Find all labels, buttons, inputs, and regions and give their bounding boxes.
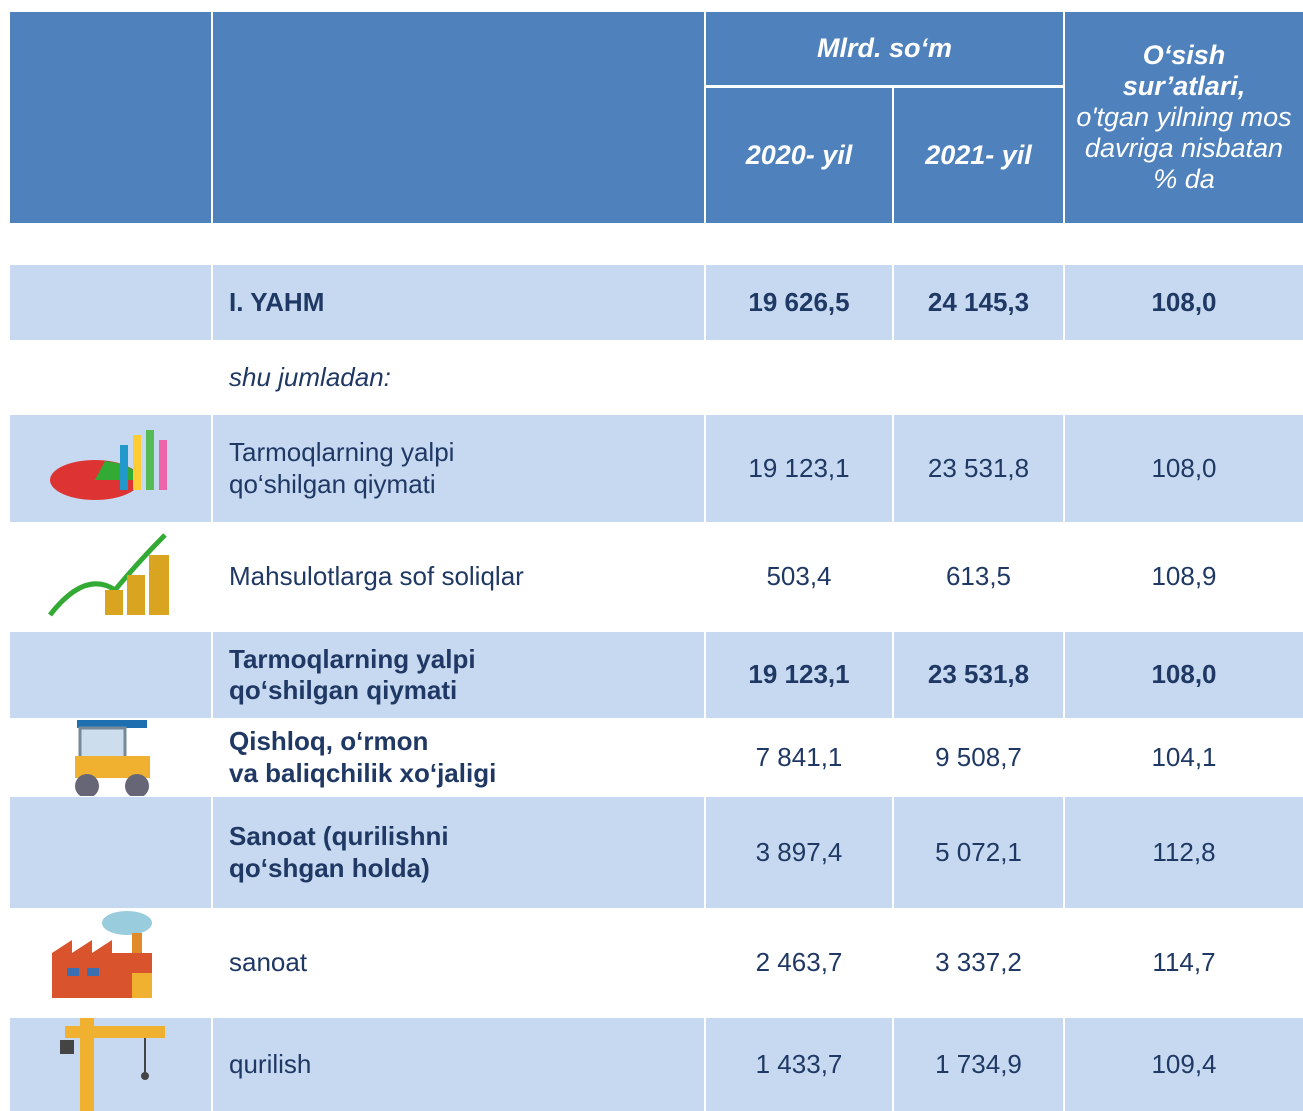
row-label: shu jumladan: bbox=[213, 340, 704, 415]
value-cell: 114,7 bbox=[1065, 908, 1303, 1018]
row-label: Tarmoqlarning yalpi qo‘shilgan qiymati bbox=[213, 415, 704, 522]
value-cell: 108,9 bbox=[1065, 522, 1303, 632]
value-cell: 104,1 bbox=[1065, 718, 1303, 797]
growth-title: O‘sish sur’atlari, bbox=[1065, 40, 1303, 102]
row-label: Sanoat (qurilishni qo‘shgan holda) bbox=[213, 797, 704, 908]
value-cell: 3 897,4 bbox=[706, 797, 892, 908]
row-label: I. YAHM bbox=[213, 265, 704, 340]
value-cell: 108,0 bbox=[1065, 265, 1303, 340]
year-header: 2021- yil bbox=[894, 88, 1063, 223]
value-cell: 1 734,9 bbox=[894, 1018, 1063, 1111]
growth-header: O‘sish sur’atlari, o'tgan yilning mos da… bbox=[1065, 12, 1303, 223]
value-cell: 23 531,8 bbox=[894, 415, 1063, 522]
chart-icon bbox=[45, 425, 175, 515]
row-label: Tarmoqlarning yalpi qo‘shilgan qiymati bbox=[213, 632, 704, 718]
value-cell: 19 123,1 bbox=[706, 632, 892, 718]
value-cell: 503,4 bbox=[706, 522, 892, 632]
value-cell: 3 337,2 bbox=[894, 908, 1063, 1018]
row-label: qurilish bbox=[213, 1018, 704, 1111]
value-cell: 19 626,5 bbox=[706, 265, 892, 340]
unit-header: Mlrd. so‘m bbox=[706, 12, 1063, 85]
value-cell: 112,8 bbox=[1065, 797, 1303, 908]
header-cell bbox=[10, 12, 211, 223]
value-cell: 613,5 bbox=[894, 522, 1063, 632]
header-cell bbox=[213, 12, 704, 223]
tractor-icon bbox=[65, 718, 160, 796]
growth-subtitle: o'tgan yilning mos davriga nisbatan % da bbox=[1065, 102, 1303, 195]
page: Mlrd. so‘m 2020- yil 2021- yil O‘sish su… bbox=[0, 0, 1303, 1111]
crane-icon bbox=[55, 1018, 170, 1111]
factory-icon bbox=[52, 908, 162, 1000]
value-cell: 2 463,7 bbox=[706, 908, 892, 1018]
row-label: Qishloq, o‘rmon va baliqchilik xo‘jaligi bbox=[213, 718, 704, 797]
value-cell: 24 145,3 bbox=[894, 265, 1063, 340]
row-label: sanoat bbox=[213, 908, 704, 1018]
value-cell: 19 123,1 bbox=[706, 415, 892, 522]
icon-cell bbox=[10, 797, 211, 908]
value-cell: 1 433,7 bbox=[706, 1018, 892, 1111]
value-cell: 108,0 bbox=[1065, 632, 1303, 718]
value-cell: 108,0 bbox=[1065, 415, 1303, 522]
value-cell: 109,4 bbox=[1065, 1018, 1303, 1111]
year-header: 2020- yil bbox=[706, 88, 892, 223]
value-cell: 7 841,1 bbox=[706, 718, 892, 797]
row-label: Mahsulotlarga sof soliqlar bbox=[213, 522, 704, 632]
value-cell: 23 531,8 bbox=[894, 632, 1063, 718]
value-cell: 9 508,7 bbox=[894, 718, 1063, 797]
coins-icon bbox=[45, 530, 175, 625]
icon-cell bbox=[10, 265, 211, 340]
value-cell: 5 072,1 bbox=[894, 797, 1063, 908]
icon-cell bbox=[10, 632, 211, 718]
